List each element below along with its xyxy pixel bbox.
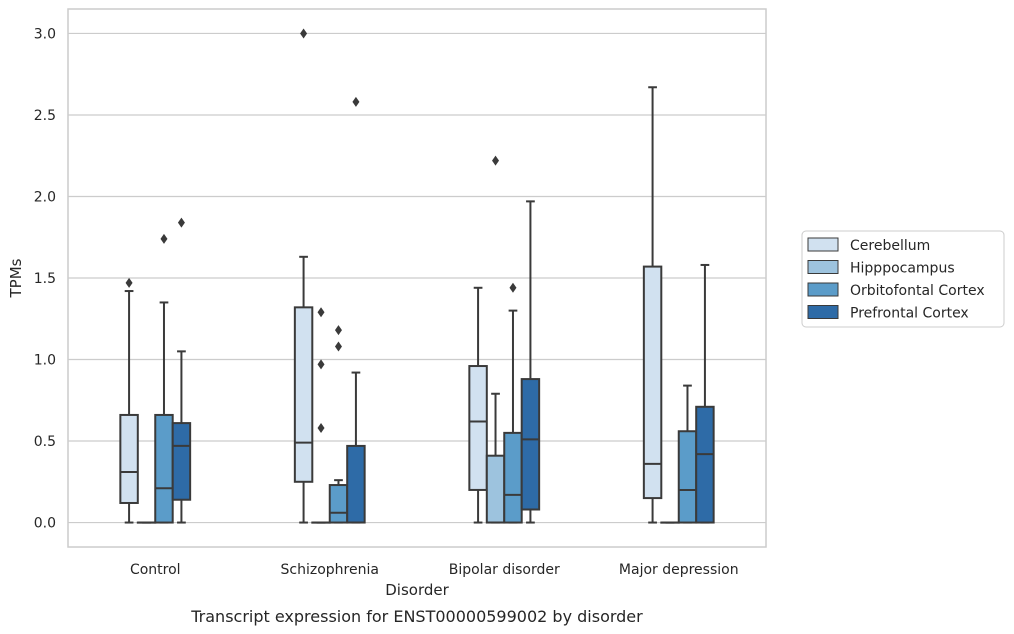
- box-iqr: [677, 430, 698, 524]
- y-tick-label: 2.5: [34, 108, 56, 124]
- x-axis-label: Disorder: [385, 581, 449, 599]
- y-tick-label: 0.0: [34, 516, 56, 532]
- outlier-point: [160, 233, 168, 244]
- box-iqr: [468, 365, 488, 491]
- y-tick-label: 2.0: [34, 189, 56, 205]
- outlier-point: [317, 422, 325, 433]
- box-hipppocampus-bipolar-disorder: [485, 155, 506, 524]
- plot-frame: [67, 8, 767, 548]
- box-prefrontal-cortex-control: [171, 217, 192, 524]
- box-iqr: [119, 413, 139, 504]
- box-orbitofontal-cortex-schizophrenia: [328, 325, 349, 524]
- box-orbitofontal-cortex-control: [154, 233, 174, 524]
- y-tick-label: 3.0: [34, 26, 56, 42]
- chart-caption: Transcript expression for ENST0000059900…: [190, 607, 643, 626]
- legend-swatch: [807, 260, 839, 274]
- y-axis-label: TPMs: [7, 258, 25, 298]
- outlier-point: [352, 96, 360, 107]
- y-tick-label: 0.5: [34, 434, 56, 450]
- legend-swatch: [807, 305, 839, 319]
- legend-swatch: [807, 282, 839, 297]
- box-iqr: [642, 265, 663, 500]
- outlier-point: [509, 282, 517, 293]
- x-tick-label: Schizophrenia: [281, 562, 379, 578]
- box-prefrontal-cortex-major-depression: [695, 263, 715, 524]
- outlier-point: [317, 307, 325, 318]
- legend-label: Hipppocampus: [850, 261, 955, 277]
- box-orbitofontal-cortex-major-depression: [677, 384, 698, 524]
- box-iqr: [695, 405, 715, 524]
- x-tick-labels: Control Schizophrenia Bipolar disorder Majo…: [130, 562, 739, 578]
- box-orbitofontal-cortex-bipolar-disorder: [503, 282, 523, 524]
- box-prefrontal-cortex-schizophrenia: [346, 96, 366, 524]
- legend-frame: [801, 230, 1005, 328]
- outlier-point: [334, 325, 342, 336]
- box-hipppocampus-schizophrenia: [311, 307, 331, 524]
- box-cerebellum-schizophrenia: [293, 28, 314, 524]
- box-cerebellum-control: [119, 277, 139, 524]
- box-iqr: [293, 306, 314, 483]
- x-tick-label: Major depression: [619, 562, 739, 578]
- box-iqr: [503, 431, 523, 524]
- box-iqr: [328, 484, 349, 524]
- outlier-point: [125, 277, 133, 288]
- y-tick-label: 1.5: [34, 271, 56, 287]
- box-cerebellum-major-depression: [642, 86, 663, 524]
- outlier-point: [177, 217, 185, 228]
- box-cerebellum-bipolar-disorder: [468, 286, 488, 524]
- outlier-point: [334, 341, 342, 352]
- box-iqr: [171, 422, 192, 501]
- y-tick-label: 1.0: [34, 353, 56, 369]
- y-tick-labels: 0.0 0.5 1.0 1.5 2.0 2.5 3.0: [34, 26, 56, 531]
- box-iqr: [520, 378, 541, 511]
- box-iqr: [346, 444, 366, 524]
- box-prefrontal-cortex-bipolar-disorder: [520, 200, 541, 524]
- legend-label: Orbitofontal Cortex: [850, 283, 985, 299]
- outlier-point: [300, 28, 308, 39]
- outlier-point: [317, 359, 325, 370]
- legend: Cerebellum Hipppocampus Orbitofontal Corte…: [801, 230, 1005, 328]
- legend-label: Cerebellum: [850, 238, 930, 254]
- box-iqr: [485, 454, 506, 524]
- x-tick-label: Bipolar disorder: [449, 562, 560, 578]
- outlier-point: [492, 155, 500, 166]
- legend-swatch: [807, 237, 839, 252]
- x-tick-label: Control: [130, 562, 181, 578]
- legend-label: Prefrontal Cortex: [850, 306, 969, 322]
- box-iqr: [154, 413, 174, 524]
- box-layer: [119, 28, 715, 524]
